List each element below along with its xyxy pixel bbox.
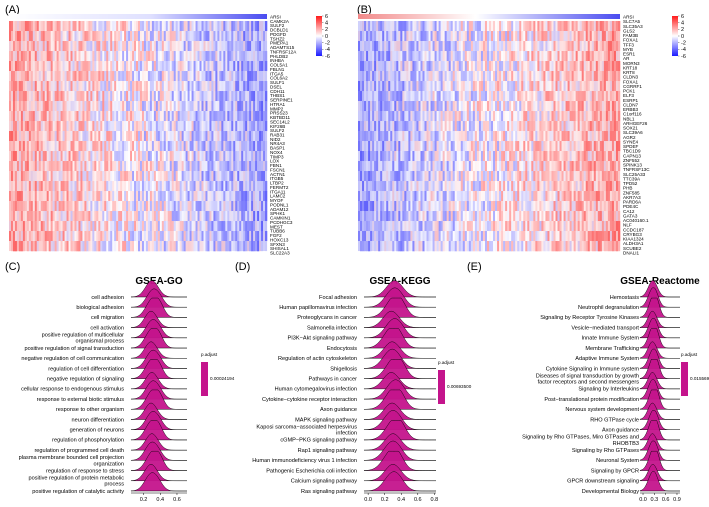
gene-label: COL5A1	[270, 63, 288, 68]
gene-label: FSCN1	[270, 167, 286, 172]
gene-label: FERMT2	[270, 185, 289, 190]
gene-label: PDGFD	[270, 32, 287, 37]
gene-label: HOXC13	[270, 237, 289, 242]
gene-label: MMP2	[270, 106, 284, 111]
gene-label: TSHZ2	[270, 36, 285, 41]
gene-label: PODNL1	[270, 202, 289, 207]
legend-tick-label: -2	[325, 40, 330, 46]
gene-label: BASP1	[270, 146, 285, 151]
gene-label: MEST	[270, 224, 283, 229]
gene-label: ARSI	[270, 15, 281, 20]
gene-label: FBN1	[270, 163, 282, 168]
heatmap-a: ARSICAMK2ASULF2DCBLD1PDGFDTSHZ2PMEPA1ADA…	[9, 14, 330, 256]
gene-label: SULF1	[270, 80, 285, 85]
gene-label: LTBP2	[270, 181, 284, 186]
heatmap-a-tint	[9, 21, 267, 251]
heatmap-b-header-bar	[358, 14, 620, 19]
gene-label: TUBB6	[270, 229, 285, 234]
gene-label: SLC22A3	[270, 251, 290, 256]
gene-label: ITGB5	[270, 176, 284, 181]
gene-label: SULF2	[270, 128, 285, 133]
gene-label: MYOF	[270, 198, 283, 203]
gene-label: NOX4	[270, 150, 283, 155]
gene-label: SFXN3	[270, 242, 285, 247]
panel-label-d: (D)	[235, 261, 250, 273]
gene-label: RAB31	[270, 133, 285, 138]
panel-label-e: (E)	[467, 261, 482, 273]
gene-label: LAMC2	[270, 194, 286, 199]
heatmap-a-gene-labels: ARSICAMK2ASULF2DCBLD1PDGFDTSHZ2PMEPA1ADA…	[270, 15, 297, 256]
gene-label: SPHK1	[270, 211, 286, 216]
gene-label: NID2	[270, 137, 281, 142]
legend-tick-label: 4	[325, 20, 328, 26]
heatmap-b: ARSISLC7A5SLC35A3GLS2FAM3BFOXA1TFF3MYBES…	[358, 14, 686, 256]
gene-label: CDH11	[270, 89, 285, 94]
gene-label: CAMK2A	[270, 19, 290, 24]
gene-label: ITGA11	[270, 189, 286, 194]
legend-tick-label: -4	[325, 47, 330, 53]
heatmap-a-header-bar	[9, 14, 267, 19]
gene-label: PHLDB2	[270, 54, 288, 59]
panel-label-c: (C)	[5, 261, 20, 273]
gene-label: COL6A2	[270, 76, 288, 81]
gene-label: TIMP3	[270, 154, 284, 159]
panel-label-b: (B)	[357, 4, 372, 16]
gene-label: DCBLD1	[270, 28, 289, 33]
gene-label: KIF26B	[270, 124, 285, 129]
gene-label: SHISAL1	[270, 246, 289, 251]
gene-label: LOX	[270, 159, 279, 164]
gene-label: NR4A3	[270, 141, 285, 146]
heatmap-a-legend-bar	[316, 16, 322, 56]
gene-label: ADAMTS15	[270, 45, 295, 50]
gene-label: CAMKIN1	[270, 216, 291, 221]
gene-label: ADAM12	[270, 207, 289, 212]
gene-label: SERPINE1	[270, 98, 293, 103]
gene-label: FBLN1	[270, 67, 285, 72]
gene-label: ACTN1	[270, 172, 286, 177]
gene-label: INHBA	[270, 58, 285, 63]
gene-label: THBS1	[270, 93, 285, 98]
gene-label: TNFRSF12A	[270, 49, 297, 54]
gene-label: SEC14L2	[270, 119, 290, 124]
legend-tick-label: 2	[325, 27, 328, 33]
panel-label-a: (A)	[5, 4, 20, 16]
gene-label: PCDHGC3	[270, 220, 293, 225]
legend-tick-label: 6	[325, 14, 328, 20]
gene-label: FGF2	[270, 233, 282, 238]
legend-tick-label: 0	[325, 34, 328, 40]
gene-label: ITGA5	[270, 71, 284, 76]
gene-label: KBTBD11	[270, 115, 291, 120]
gene-label: SULF2	[270, 23, 285, 28]
gene-label: PMEPA1	[270, 41, 289, 46]
gene-label: HTRA1	[270, 102, 286, 107]
gene-label: PRSS23	[270, 111, 288, 116]
gene-label: DSEL	[270, 84, 282, 89]
legend-tick-label: -6	[325, 54, 330, 60]
